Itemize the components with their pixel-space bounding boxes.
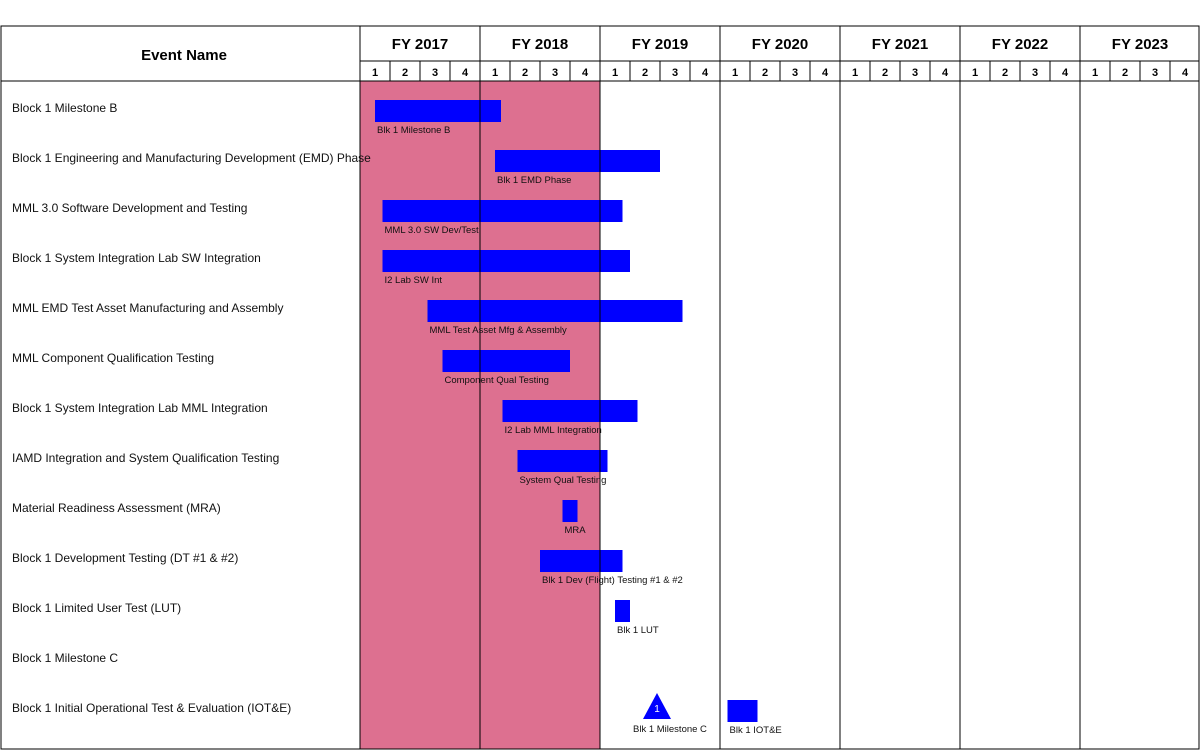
bar-label: Component Qual Testing <box>445 375 549 386</box>
bar-layer <box>375 100 758 722</box>
fiscal-year-label: FY 2020 <box>752 36 808 53</box>
quarter-label: 3 <box>1032 67 1038 79</box>
event-name: Block 1 Limited User Test (LUT) <box>12 601 181 615</box>
quarter-label: 3 <box>432 67 438 79</box>
quarter-label: 2 <box>1122 67 1128 79</box>
event-name: MML 3.0 Software Development and Testing <box>12 201 247 215</box>
milestone-marker <box>643 693 671 719</box>
bar-label: Blk 1 EMD Phase <box>497 175 571 186</box>
quarter-label: 4 <box>582 67 589 79</box>
event-bar <box>427 300 683 322</box>
quarter-label: 4 <box>822 67 829 79</box>
bar-label: MML 3.0 SW Dev/Test <box>385 225 480 236</box>
quarter-label: 2 <box>882 67 888 79</box>
event-bar <box>517 450 608 472</box>
event-name: Block 1 Initial Operational Test & Evalu… <box>12 701 291 715</box>
quarter-label: 2 <box>642 67 648 79</box>
bar-label: Blk 1 IOT&E <box>730 725 782 736</box>
fiscal-year-label: FY 2021 <box>872 36 928 53</box>
quarter-label: 1 <box>852 67 858 79</box>
bar-label: Blk 1 Milestone B <box>377 125 450 136</box>
event-name: MML EMD Test Asset Manufacturing and Ass… <box>12 301 283 315</box>
quarter-label: 1 <box>1092 67 1098 79</box>
quarter-label: 1 <box>972 67 978 79</box>
quarter-label: 3 <box>552 67 558 79</box>
quarter-label: 3 <box>912 67 918 79</box>
fiscal-year-label: FY 2023 <box>1112 36 1168 53</box>
event-bar <box>502 400 638 422</box>
event-name: Block 1 Milestone B <box>12 101 117 115</box>
quarter-label: 1 <box>732 67 738 79</box>
bar-label: MML Test Asset Mfg & Assembly <box>430 325 568 336</box>
event-bar <box>382 200 623 222</box>
event-name: Material Readiness Assessment (MRA) <box>12 501 221 515</box>
quarter-label: 1 <box>372 67 378 79</box>
bar-label: MRA <box>565 525 587 536</box>
bar-label: I2 Lab MML Integration <box>505 425 602 436</box>
quarter-label: 1 <box>612 67 618 79</box>
event-name: IAMD Integration and System Qualificatio… <box>12 451 279 465</box>
quarter-label: 4 <box>1182 67 1189 79</box>
event-bar <box>442 350 570 372</box>
quarter-label: 2 <box>402 67 408 79</box>
event-bar <box>495 150 660 172</box>
fiscal-year-label: FY 2017 <box>392 36 448 53</box>
grid-layer <box>0 25 1200 750</box>
event-name-header: Event Name <box>141 47 227 64</box>
event-name: Block 1 Engineering and Manufacturing De… <box>12 151 371 165</box>
quarter-label: 3 <box>792 67 798 79</box>
quarter-label: 2 <box>1002 67 1008 79</box>
quarter-label: 2 <box>522 67 528 79</box>
quarter-label: 4 <box>702 67 709 79</box>
bar-label: Blk 1 LUT <box>617 625 659 636</box>
header-layer: Event Name FY 2017 1 2 3 4 FY 2018 1 2 3 4 FY 2019… <box>141 36 1189 79</box>
fiscal-year-label: FY 2022 <box>992 36 1048 53</box>
fiscal-year-label: FY 2018 <box>512 36 568 53</box>
quarter-label: 2 <box>762 67 768 79</box>
quarter-label: 4 <box>1062 67 1069 79</box>
quarter-label: 4 <box>462 67 469 79</box>
event-bar <box>375 100 501 122</box>
event-name: Block 1 Development Testing (DT #1 & #2) <box>12 551 238 565</box>
event-name: Block 1 System Integration Lab SW Integr… <box>12 251 261 265</box>
quarter-label: 1 <box>492 67 498 79</box>
milestone-number: 1 <box>654 704 660 715</box>
bar-label: Blk 1 Dev (Flight) Testing #1 & #2 <box>542 575 683 586</box>
event-name: Block 1 Milestone C <box>12 651 118 665</box>
milestone-label: Blk 1 Milestone C <box>633 724 707 735</box>
fiscal-year-label: FY 2019 <box>632 36 688 53</box>
quarter-label: 3 <box>1152 67 1158 79</box>
bar-label: System Qual Testing <box>520 475 607 486</box>
event-bar <box>540 550 623 572</box>
event-bar <box>615 600 630 622</box>
event-bar <box>727 700 758 722</box>
event-bar <box>382 250 630 272</box>
quarter-label: 3 <box>672 67 678 79</box>
bar-label: I2 Lab SW Int <box>385 275 443 286</box>
quarter-label: 4 <box>942 67 949 79</box>
label-layer: Block 1 Milestone B Blk 1 Milestone B Bloc… <box>12 101 782 736</box>
event-bar <box>562 500 578 522</box>
event-name: Block 1 System Integration Lab MML Integ… <box>12 401 268 415</box>
event-name: MML Component Qualification Testing <box>12 351 214 365</box>
